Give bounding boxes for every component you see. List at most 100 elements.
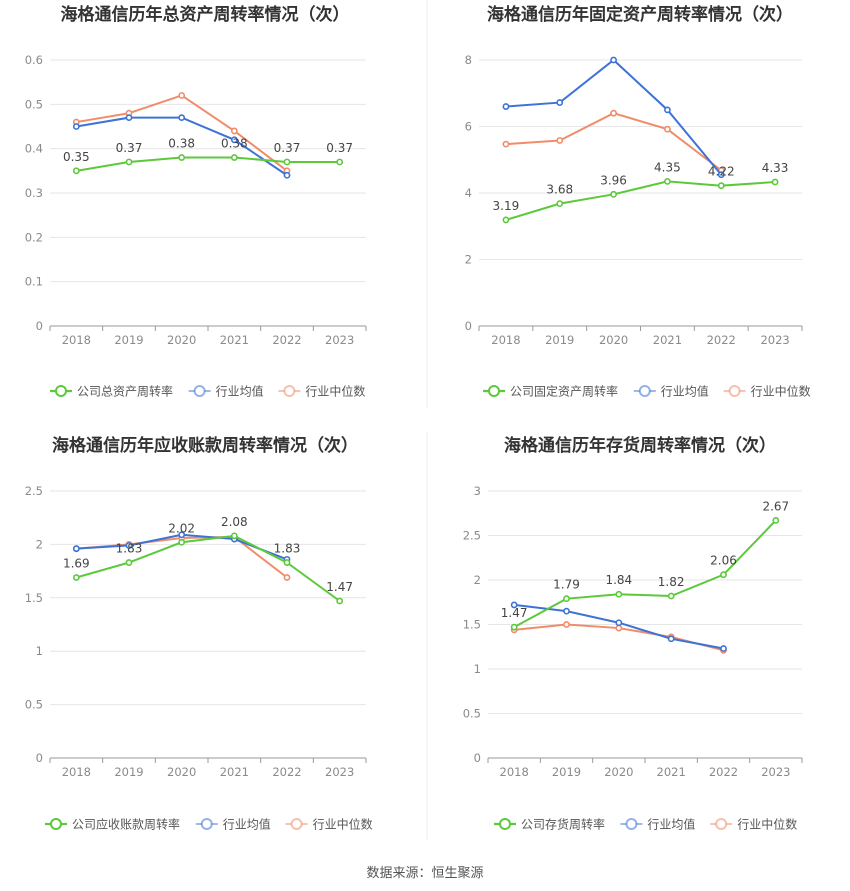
x-tick-label: 2022 <box>709 765 738 779</box>
data-point-company <box>125 158 133 166</box>
data-point-industry-avg <box>178 114 186 122</box>
x-tick-label: 2023 <box>761 765 790 779</box>
data-point-industry-avg <box>667 635 675 643</box>
y-tick-label: 1 <box>36 644 43 658</box>
legend-label: 行业均值 <box>661 384 709 399</box>
legend-item: 行业均值 <box>188 384 264 399</box>
data-label: 0.37 <box>326 141 353 155</box>
data-point-company <box>664 177 671 185</box>
data-point-company <box>667 592 675 600</box>
y-tick-label: 1.5 <box>25 591 43 605</box>
data-label: 3.96 <box>600 173 627 187</box>
y-tick-label: 0.5 <box>463 707 481 721</box>
data-point-industry-avg <box>502 103 510 110</box>
data-point-industry-median <box>230 127 238 135</box>
chart-title: 海格通信历年总资产周转率情况（次） <box>61 4 350 25</box>
data-label: 2.02 <box>168 521 195 535</box>
chart-title: 海格通信历年固定资产周转率情况（次） <box>487 4 793 25</box>
x-tick-label: 2021 <box>653 333 682 347</box>
y-tick-label: 0 <box>465 319 472 333</box>
data-point-company <box>556 200 564 208</box>
data-point-company <box>563 595 570 603</box>
legend-swatch-marker <box>290 818 303 830</box>
data-point-industry-avg <box>717 171 725 179</box>
x-tick-label: 2022 <box>707 333 736 347</box>
y-tick-label: 1.5 <box>463 618 481 632</box>
legend-swatch-marker <box>55 385 67 397</box>
data-label: 0.35 <box>63 150 90 164</box>
charts-canvas: 海格通信历年总资产周转率情况（次） 0 0.1 0.2 0.3 0.4 0.5 0.6 2018… <box>25 0 811 840</box>
data-point-industry-median <box>664 125 671 133</box>
data-point-industry-avg <box>125 542 133 549</box>
data-point-company <box>772 516 780 524</box>
y-tick-label: 2 <box>465 253 472 267</box>
data-point-company <box>72 167 80 175</box>
legend-label: 行业中位数 <box>313 817 373 832</box>
x-tick-label: 2018 <box>500 765 529 779</box>
data-point-industry-avg <box>230 136 238 144</box>
data-point-company <box>336 597 344 605</box>
data-point-industry-avg <box>510 601 518 609</box>
legend-swatch-marker <box>715 818 728 830</box>
legend-item: 行业均值 <box>620 817 695 832</box>
y-tick-label: 0 <box>36 751 43 765</box>
y-tick-label: 0.1 <box>25 275 43 289</box>
data-label: 1.69 <box>63 557 90 571</box>
data-point-company <box>230 532 238 540</box>
data-label: 0.38 <box>221 137 248 151</box>
x-tick-label: 2022 <box>272 765 301 779</box>
x-tick-label: 2021 <box>657 765 686 779</box>
data-label: 0.37 <box>116 141 143 155</box>
data-label: 2.08 <box>221 515 248 529</box>
y-tick-label: 2.5 <box>25 484 43 498</box>
legend-item: 行业中位数 <box>285 817 373 832</box>
data-point-company <box>178 154 186 161</box>
data-point-company <box>178 538 186 546</box>
legend-item: 行业中位数 <box>710 817 797 832</box>
legend-swatch-marker <box>200 818 213 830</box>
y-tick-label: 0.4 <box>25 142 43 156</box>
data-label: 3.68 <box>546 183 573 197</box>
data-label: 1.79 <box>553 578 580 592</box>
data-point-company <box>72 574 80 581</box>
y-tick-label: 0.2 <box>25 230 43 244</box>
x-tick-label: 2020 <box>599 333 628 347</box>
chart-panel-3: 海格通信历年应收账款周转率情况（次） 0 0.5 1 1.5 2 2.5 2018 2019 20… <box>25 435 373 832</box>
legend-item: 公司应收账款周转率 <box>45 817 180 832</box>
data-point-industry-avg <box>283 171 291 179</box>
legend-item: 行业中位数 <box>278 384 365 399</box>
data-point-industry-avg <box>610 56 617 64</box>
legend-label: 行业均值 <box>223 817 271 832</box>
y-tick-label: 3 <box>474 484 481 498</box>
data-point-company <box>230 154 238 161</box>
data-point-industry-avg <box>178 531 186 539</box>
data-point-company <box>510 623 518 631</box>
data-label: 2.06 <box>710 554 737 568</box>
legend-item: 行业中位数 <box>723 384 811 399</box>
data-point-company <box>771 178 779 186</box>
x-tick-label: 2018 <box>62 765 91 779</box>
data-point-company <box>283 158 291 166</box>
data-point-company <box>615 590 623 598</box>
data-point-industry-median <box>615 624 623 632</box>
chart-title: 海格通信历年存货周转率情况（次） <box>504 435 776 456</box>
data-point-industry-median <box>556 137 564 144</box>
data-point-industry-median <box>563 621 570 628</box>
x-tick-label: 2023 <box>325 765 354 779</box>
data-point-industry-avg <box>72 545 80 553</box>
chart-panel-4: 海格通信历年存货周转率情况（次） 0 0.5 1 1.5 2 2.5 3 2018 2019 202… <box>463 435 803 832</box>
data-label: 2.67 <box>762 499 789 513</box>
data-point-company <box>717 182 725 190</box>
chart-title: 海格通信历年应收账款周转率情况（次） <box>52 435 358 456</box>
y-tick-label: 0 <box>474 751 481 765</box>
y-tick-label: 6 <box>465 120 472 134</box>
legend-label: 行业中位数 <box>305 384 365 399</box>
legend-swatch-marker <box>625 818 638 830</box>
series-line-company <box>513 519 777 629</box>
y-tick-label: 0.3 <box>25 186 43 200</box>
legend-swatch-marker <box>50 818 62 830</box>
y-tick-label: 2 <box>474 573 481 587</box>
data-label: 1.83 <box>116 542 143 556</box>
y-tick-label: 0.6 <box>25 53 43 67</box>
